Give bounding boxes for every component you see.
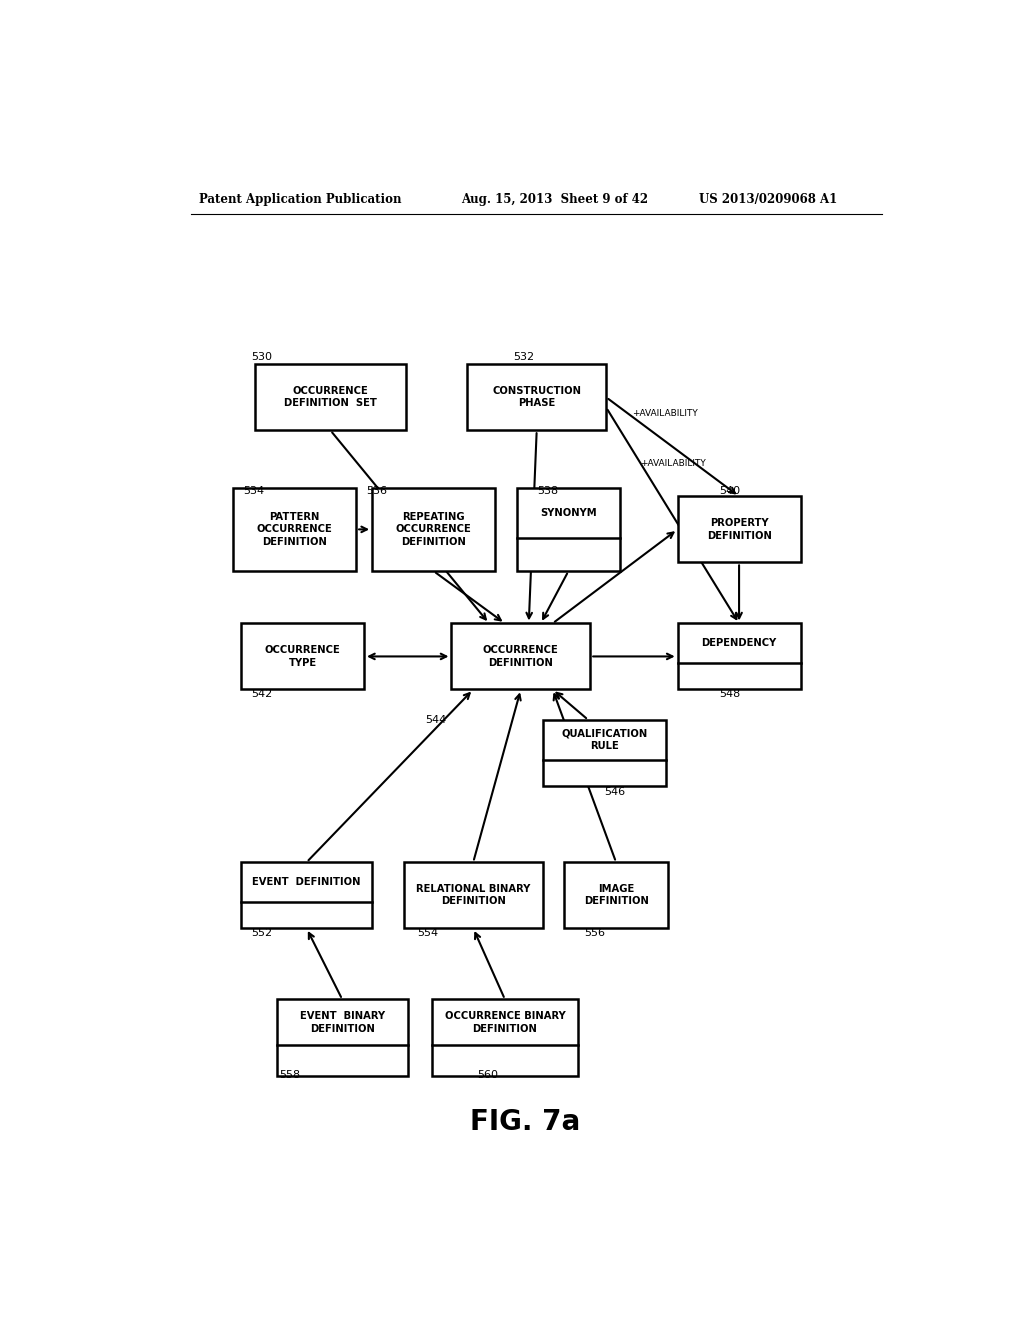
Bar [276,999,408,1076]
Bar [241,862,372,928]
Bar [678,496,801,562]
Text: 536: 536 [367,486,387,496]
Text: 552: 552 [251,928,272,939]
Bar [431,999,579,1076]
Text: CONSTRUCTION
PHASE: CONSTRUCTION PHASE [493,385,582,408]
Bar [233,487,356,572]
Text: 554: 554 [418,928,439,939]
Text: EVENT  BINARY
DEFINITION: EVENT BINARY DEFINITION [300,1011,385,1034]
Bar [241,623,365,689]
Text: FIG. 7a: FIG. 7a [470,1107,580,1137]
Text: EVENT  DEFINITION: EVENT DEFINITION [252,876,360,887]
Text: OCCURRENCE
DEFINITION  SET: OCCURRENCE DEFINITION SET [284,385,377,408]
Text: US 2013/0209068 A1: US 2013/0209068 A1 [699,193,838,206]
Text: 548: 548 [719,689,740,700]
Text: OCCURRENCE
TYPE: OCCURRENCE TYPE [265,645,340,668]
Text: OCCURRENCE
DEFINITION: OCCURRENCE DEFINITION [483,645,559,668]
Text: 540: 540 [719,486,740,496]
Bar [255,364,406,430]
Text: 546: 546 [604,787,626,797]
Text: +AVAILABILITY: +AVAILABILITY [632,409,697,417]
Text: 542: 542 [251,689,272,700]
Text: DEPENDENCY: DEPENDENCY [701,639,776,648]
Text: RELATIONAL BINARY
DEFINITION: RELATIONAL BINARY DEFINITION [416,884,530,907]
Bar [372,487,495,572]
Text: 544: 544 [426,715,446,726]
Bar [517,487,621,572]
Bar [452,623,590,689]
Text: PROPERTY
DEFINITION: PROPERTY DEFINITION [707,519,771,541]
Text: 556: 556 [585,928,605,939]
Text: Aug. 15, 2013  Sheet 9 of 42: Aug. 15, 2013 Sheet 9 of 42 [461,193,648,206]
Bar [467,364,606,430]
Text: SYNONYM: SYNONYM [540,508,597,517]
Text: Patent Application Publication: Patent Application Publication [200,193,402,206]
Text: IMAGE
DEFINITION: IMAGE DEFINITION [584,884,648,907]
Text: 532: 532 [513,351,535,362]
Bar [678,623,801,689]
Text: REPEATING
OCCURRENCE
DEFINITION: REPEATING OCCURRENCE DEFINITION [395,512,471,546]
Text: 538: 538 [537,486,558,496]
Text: 558: 558 [279,1071,300,1080]
Bar [543,719,666,785]
Text: OCCURRENCE BINARY
DEFINITION: OCCURRENCE BINARY DEFINITION [444,1011,565,1034]
Bar [564,862,668,928]
Text: 534: 534 [243,486,264,496]
Text: 530: 530 [251,351,272,362]
Text: QUALIFICATION
RULE: QUALIFICATION RULE [561,729,647,751]
Text: 560: 560 [477,1071,499,1080]
Text: +AVAILABILITY: +AVAILABILITY [640,459,706,469]
Bar [403,862,543,928]
Text: PATTERN
OCCURRENCE
DEFINITION: PATTERN OCCURRENCE DEFINITION [257,512,333,546]
